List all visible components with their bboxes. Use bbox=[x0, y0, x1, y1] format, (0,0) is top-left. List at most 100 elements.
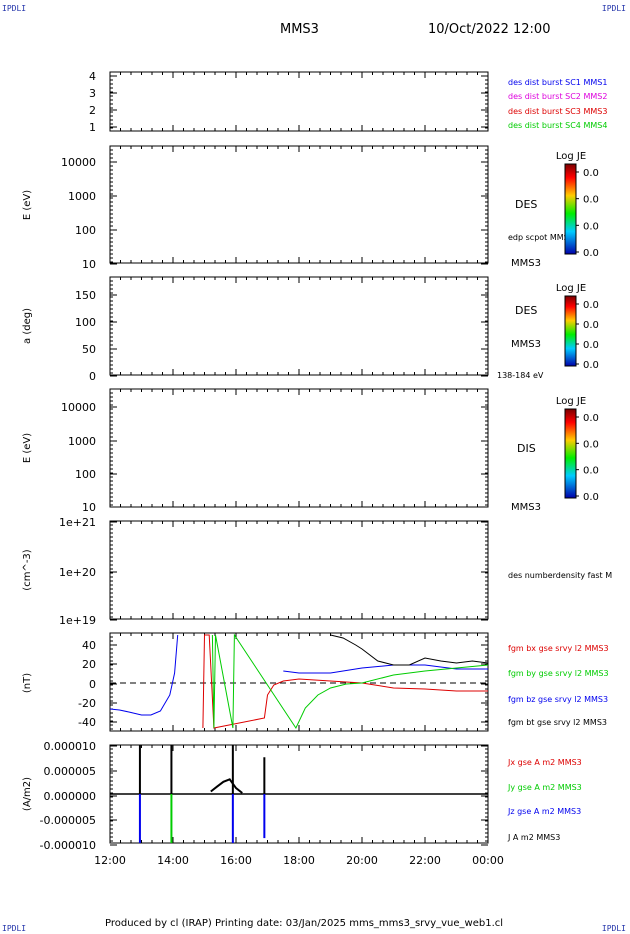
y-axis-label: E (eV) bbox=[22, 433, 33, 463]
legend-entry: Jx gse A m2 MMS3 bbox=[507, 758, 582, 767]
fgm-series-line-2 bbox=[211, 633, 489, 730]
legend-entry: des dist burst SC1 MMS1 bbox=[508, 78, 607, 87]
current-bump-line bbox=[210, 778, 243, 794]
colorbar-tick-label: 0.0 bbox=[583, 413, 599, 424]
colorbar-tick-label: 0.0 bbox=[583, 221, 599, 232]
y-tick-label: -0.000005 bbox=[40, 814, 96, 827]
panel-frame-5 bbox=[109, 632, 489, 732]
corner-label-bl: IPDLI bbox=[2, 924, 27, 933]
legend-entry: Jz gse A m2 MMS3 bbox=[507, 807, 581, 816]
corner-label-br: IPDLI bbox=[601, 924, 626, 933]
date-time: 10/Oct/2022 12:00 bbox=[428, 22, 551, 37]
fgm-series-line-3 bbox=[330, 634, 489, 666]
legend-entry: fgm by gse srvy l2 MMS3 bbox=[508, 669, 609, 678]
y-tick-label: 100 bbox=[75, 468, 96, 481]
y-tick-label: 1 bbox=[89, 121, 96, 134]
colorbar-tick-label: 0.0 bbox=[583, 439, 599, 450]
panel-frame-1 bbox=[109, 145, 489, 264]
colorbar-tick-label: 0.0 bbox=[583, 168, 599, 179]
y-tick-label: -40 bbox=[78, 716, 96, 729]
colorbar bbox=[564, 163, 577, 255]
x-tick-label: 22:00 bbox=[409, 854, 441, 867]
y-tick-label: 150 bbox=[75, 289, 96, 302]
x-tick-label: 12:00 bbox=[94, 854, 126, 867]
side-label: MMS3 bbox=[511, 502, 541, 513]
side-label: edp scpot MMS3 bbox=[508, 233, 574, 242]
legend-entry: des dist burst SC4 MMS4 bbox=[508, 121, 607, 130]
colorbar-tick-label: 0.0 bbox=[583, 466, 599, 477]
legend-entry: fgm bt gse srvy l2 MMS3 bbox=[508, 718, 607, 727]
legend-entry: J A m2 MMS3 bbox=[507, 833, 560, 842]
y-tick-label: 1000 bbox=[68, 190, 96, 203]
y-tick-label: 1e+21 bbox=[59, 516, 96, 529]
x-tick-label: 16:00 bbox=[220, 854, 252, 867]
y-axis-label: (cm^-3) bbox=[22, 549, 33, 590]
corner-label-tl: IPDLI bbox=[2, 4, 27, 13]
panel-frame-2 bbox=[109, 276, 489, 376]
legend-entry: Jy gse A m2 MMS3 bbox=[507, 783, 582, 792]
y-tick-label: 4 bbox=[89, 70, 96, 83]
colorbar-tick-label: 0.0 bbox=[583, 340, 599, 351]
colorbar-title: Log JE bbox=[556, 283, 586, 294]
colorbar-title: Log JE bbox=[556, 151, 586, 162]
y-tick-label: 1e+20 bbox=[59, 566, 96, 579]
y-axis-label: a (deg) bbox=[22, 308, 33, 344]
side-label: 138-184 eV bbox=[497, 371, 544, 380]
y-axis-label: (A/m2) bbox=[22, 777, 33, 811]
panel-frame-0 bbox=[109, 71, 489, 132]
y-tick-label: 0.000010 bbox=[44, 740, 97, 753]
fgm-series-line-1 bbox=[202, 634, 488, 729]
y-tick-label: 10000 bbox=[61, 401, 96, 414]
y-tick-label: 40 bbox=[82, 639, 96, 652]
colorbar-tick-label: 0.0 bbox=[583, 195, 599, 206]
legend-entry: fgm bx gse srvy l2 MMS3 bbox=[508, 644, 609, 653]
y-tick-label: -20 bbox=[78, 697, 96, 710]
side-label: MMS3 bbox=[511, 258, 541, 269]
y-tick-label: 3 bbox=[89, 87, 96, 100]
y-tick-label: 0.000000 bbox=[44, 790, 97, 803]
y-tick-label: 20 bbox=[82, 658, 96, 671]
y-tick-label: 10000 bbox=[61, 156, 96, 169]
legend-entry: des dist burst SC2 MMS2 bbox=[508, 92, 607, 101]
legend-entry: fgm bz gse srvy l2 MMS3 bbox=[508, 695, 608, 704]
colorbar-title: Log JE bbox=[556, 396, 586, 407]
x-tick-label: 14:00 bbox=[157, 854, 189, 867]
y-tick-label: 10 bbox=[82, 258, 96, 271]
y-axis-label: (nT) bbox=[22, 673, 33, 693]
y-tick-label: 50 bbox=[82, 343, 96, 356]
y-tick-label: 2 bbox=[89, 104, 96, 117]
colorbar-tick-label: 0.0 bbox=[583, 320, 599, 331]
colorbar bbox=[564, 408, 577, 499]
colorbar-tick-label: 0.0 bbox=[583, 492, 599, 503]
x-tick-label: 20:00 bbox=[346, 854, 378, 867]
y-tick-label: 0 bbox=[89, 370, 96, 383]
side-label: DES bbox=[515, 304, 537, 317]
corner-label-tr: IPDLI bbox=[601, 4, 626, 13]
side-label: MMS3 bbox=[511, 339, 541, 350]
y-tick-label: -0.000010 bbox=[40, 839, 96, 852]
y-tick-label: 0.000005 bbox=[44, 765, 97, 778]
colorbar-tick-label: 0.0 bbox=[583, 248, 599, 259]
y-tick-label: 100 bbox=[75, 224, 96, 237]
x-tick-label: 00:00 bbox=[472, 854, 504, 867]
panel-frame-3 bbox=[109, 388, 489, 508]
colorbar-tick-label: 0.0 bbox=[583, 360, 599, 371]
y-tick-label: 1e+19 bbox=[59, 614, 96, 627]
legend-entry: des numberdensity fast M bbox=[508, 571, 612, 580]
legend-entry: des dist burst SC3 MMS3 bbox=[508, 107, 607, 116]
y-tick-label: 10 bbox=[82, 501, 96, 514]
x-tick-label: 18:00 bbox=[283, 854, 315, 867]
panel-frame-4 bbox=[109, 520, 489, 620]
y-tick-label: 0 bbox=[89, 678, 96, 691]
side-label: DIS bbox=[517, 442, 536, 455]
footer-text: Produced by cl (IRAP) Printing date: 03/… bbox=[105, 918, 504, 929]
colorbar-tick-label: 0.0 bbox=[583, 300, 599, 311]
y-tick-label: 1000 bbox=[68, 435, 96, 448]
side-label: DES bbox=[515, 198, 537, 211]
fgm-series-line-0 bbox=[109, 634, 488, 716]
mission-title: MMS3 bbox=[280, 22, 319, 37]
y-tick-label: 100 bbox=[75, 316, 96, 329]
colorbar bbox=[564, 295, 577, 367]
y-axis-label: E (eV) bbox=[22, 190, 33, 220]
